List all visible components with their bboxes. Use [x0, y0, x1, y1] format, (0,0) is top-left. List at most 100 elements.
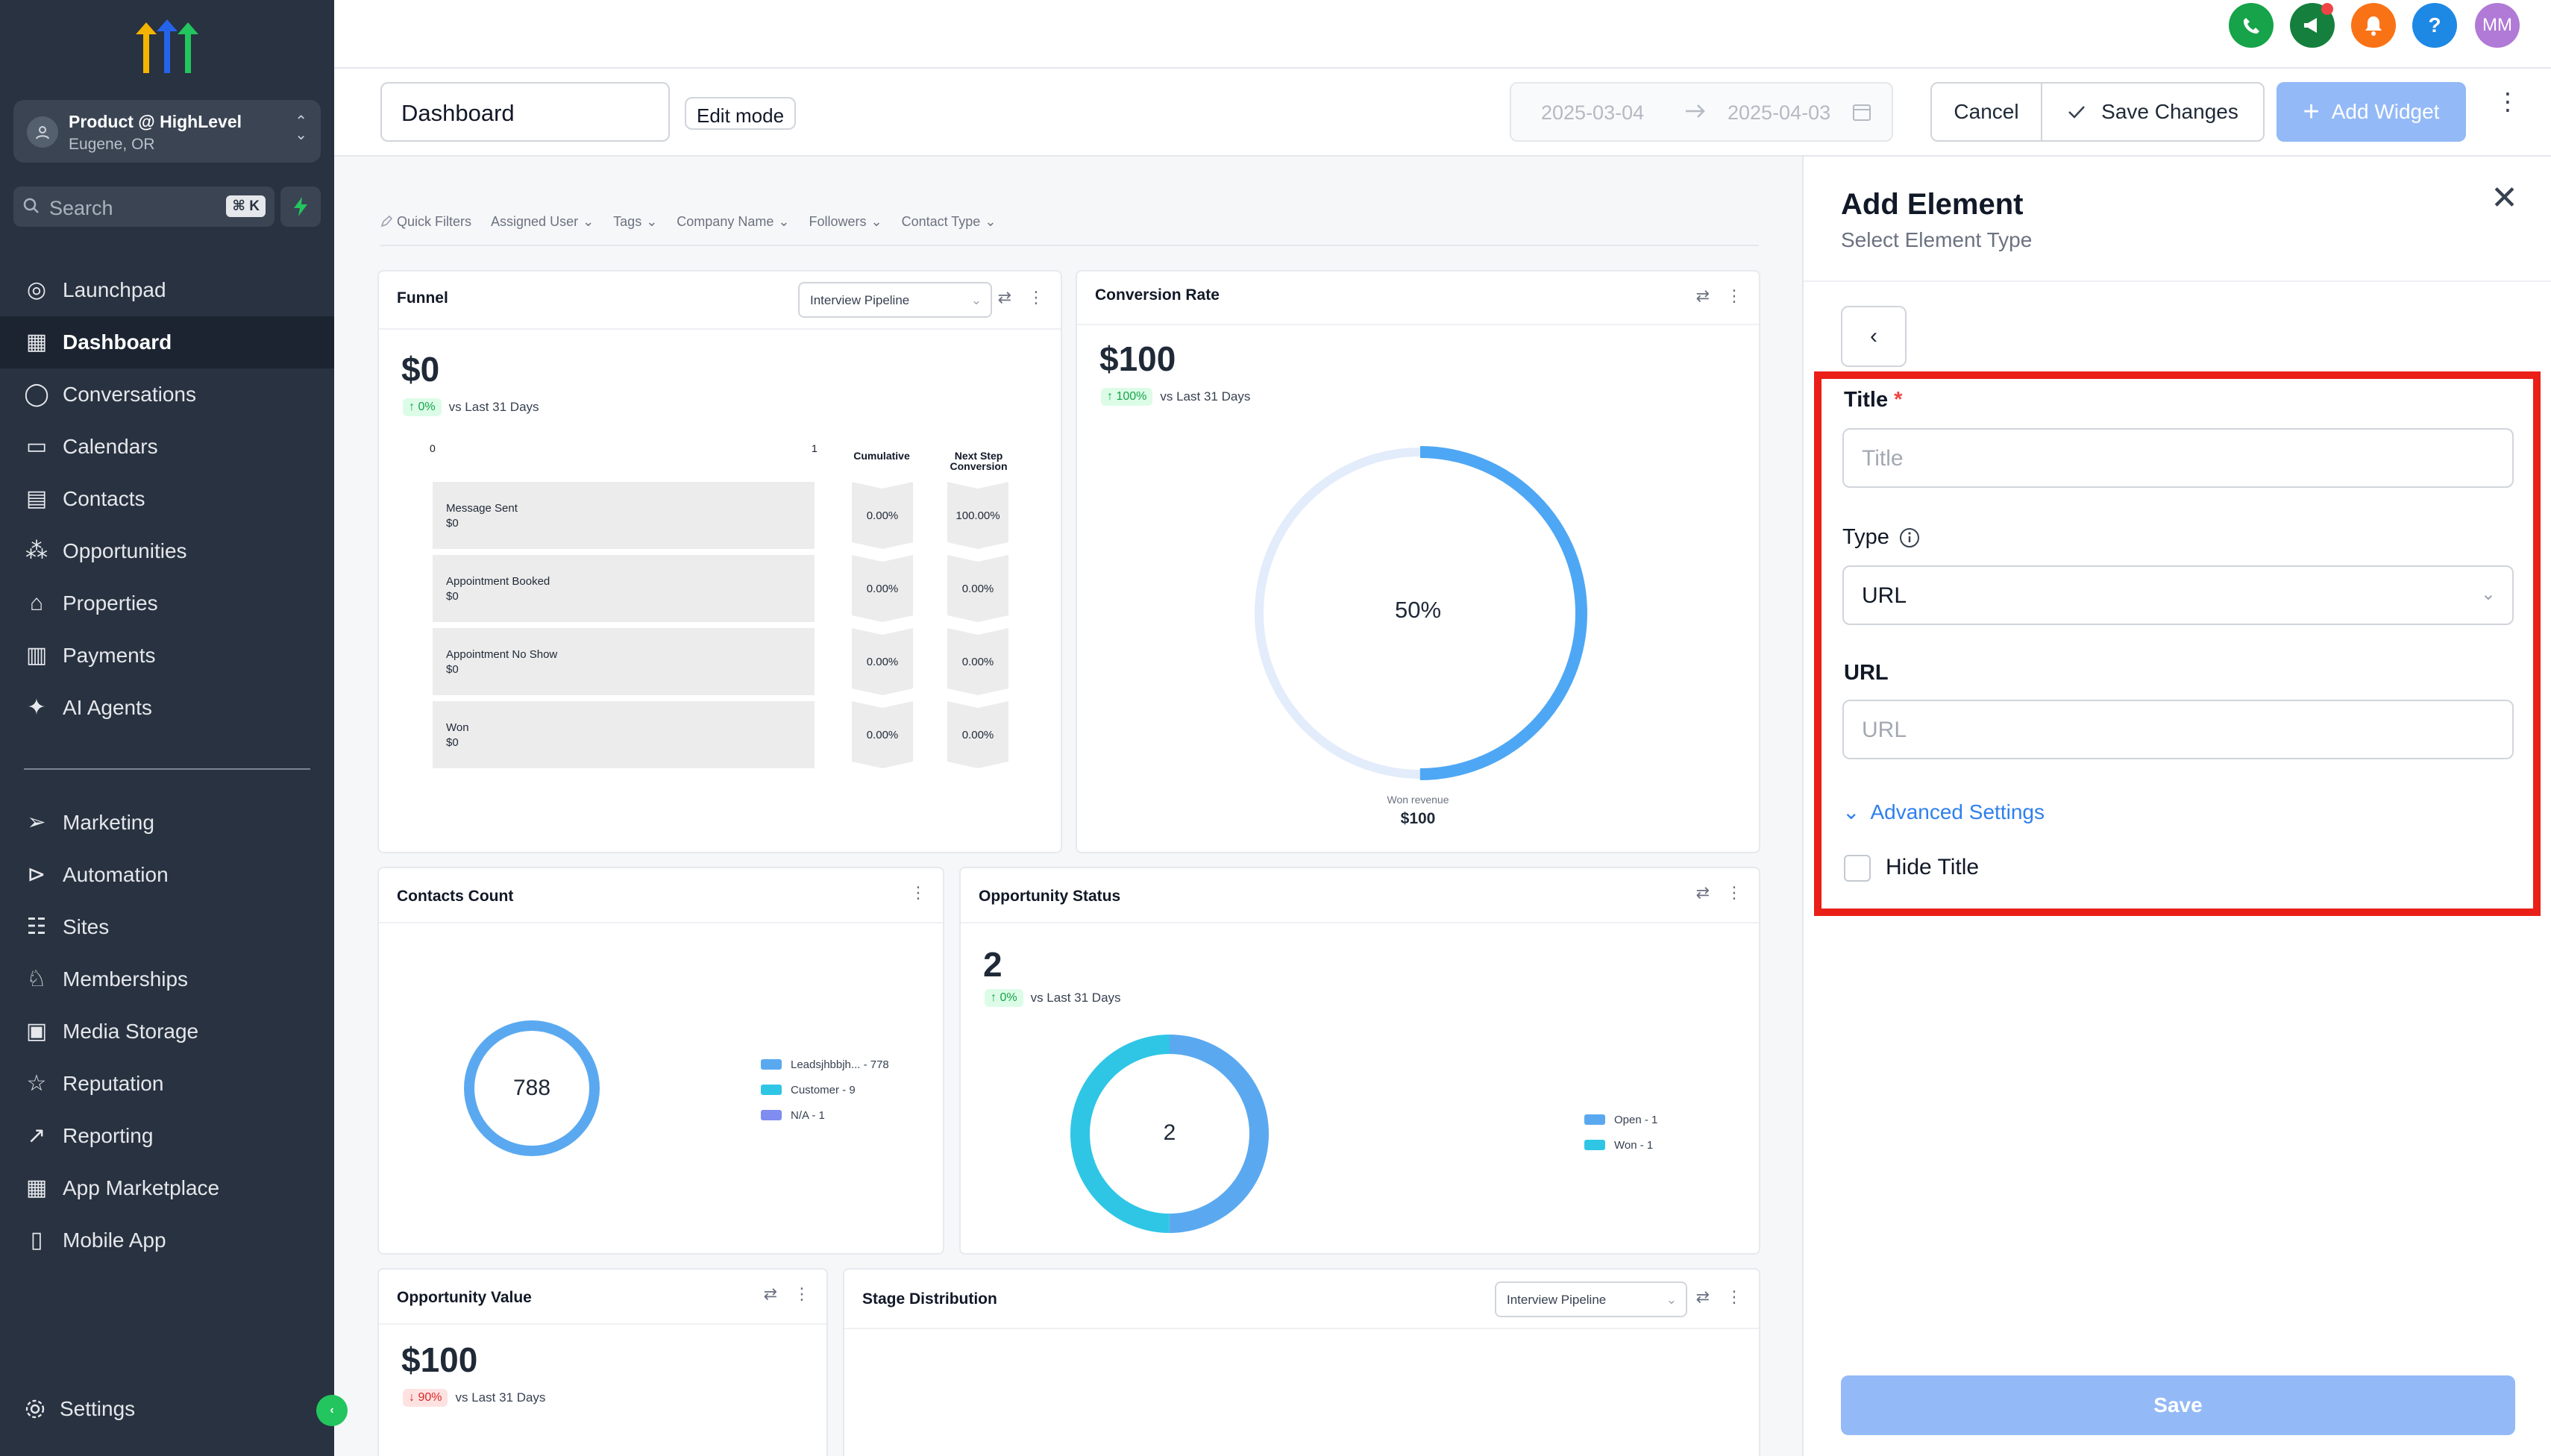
- chevron-down-icon: ⌄: [985, 214, 996, 230]
- panel-title: Add Element: [1841, 188, 2023, 222]
- search-placeholder: Search: [49, 197, 113, 220]
- sidebar-item-label: Conversations: [63, 383, 196, 407]
- stage-cumulative: 0.00%: [852, 482, 913, 549]
- kebab-icon[interactable]: ⋮: [1726, 883, 1742, 903]
- sidebar-item-reporting[interactable]: ↗ Reporting: [0, 1110, 334, 1162]
- dashboard-name-input[interactable]: Dashboard: [380, 82, 670, 142]
- filter-contact-type[interactable]: Contact Type ⌄: [902, 210, 997, 233]
- kebab-icon[interactable]: ⋮: [1028, 288, 1044, 307]
- hide-title-label: Hide Title: [1886, 855, 1979, 880]
- sidebar-item-reputation[interactable]: ☆ Reputation: [0, 1058, 334, 1110]
- filter-company-name[interactable]: Company Name ⌄: [677, 210, 789, 233]
- opportunity-status-widget[interactable]: Opportunity Status ⇄ ⋮ 2 ↑ 0% vs Last 31…: [959, 867, 1760, 1255]
- help-icon[interactable]: ?: [2412, 3, 2457, 48]
- date-range-picker[interactable]: 2025-03-04 2025-04-03: [1510, 82, 1893, 142]
- hide-title-checkbox[interactable]: [1844, 855, 1871, 882]
- stage-distribution-widget[interactable]: Stage Distribution Interview Pipeline ⌄ …: [843, 1268, 1760, 1456]
- bolt-icon: [292, 197, 309, 216]
- sidebar-item-ai-agents[interactable]: ✦ AI Agents: [0, 682, 334, 734]
- filter-settings-icon[interactable]: ⇄: [1696, 1287, 1710, 1307]
- legend-item: Open - 1: [1584, 1107, 1657, 1132]
- status-center: 2: [1067, 1120, 1273, 1146]
- trend-icon: ↗: [24, 1125, 49, 1147]
- widget-title: Stage Distribution: [862, 1290, 997, 1308]
- contacts-count-widget[interactable]: Contacts Count ⋮ 788 Leadsjhbbjh... - 77…: [377, 867, 944, 1255]
- stage-value: $0: [446, 736, 459, 749]
- search-icon: [22, 197, 40, 215]
- sidebar-item-mobile-app[interactable]: ▯ Mobile App: [0, 1214, 334, 1267]
- legend-item: Customer - 9: [761, 1077, 889, 1102]
- save-button[interactable]: Save: [1841, 1375, 2515, 1435]
- sidebar-item-media-storage[interactable]: ▣ Media Storage: [0, 1005, 334, 1058]
- collapse-sidebar-button[interactable]: ‹: [316, 1395, 348, 1426]
- widget-title: Contacts Count: [397, 888, 513, 906]
- sidebar-item-calendars[interactable]: ▭ Calendars: [0, 421, 334, 473]
- stage-value: $0: [446, 590, 459, 603]
- sidebar-item-sites[interactable]: ☷ Sites: [0, 901, 334, 953]
- sidebar-item-launchpad[interactable]: ◎ Launchpad: [0, 264, 334, 316]
- delta-pill: ↑ 0%: [403, 398, 442, 416]
- quick-action-button[interactable]: [280, 186, 321, 227]
- filter-settings-icon[interactable]: ⇄: [1696, 883, 1710, 903]
- user-avatar[interactable]: MM: [2475, 3, 2520, 48]
- filter-label: Tags: [613, 214, 641, 230]
- pipeline-select[interactable]: Interview Pipeline ⌄: [1495, 1281, 1687, 1317]
- chevron-updown-icon: ⌃ ⌄: [295, 115, 307, 142]
- filter-tags[interactable]: Tags ⌄: [613, 210, 657, 233]
- kebab-icon[interactable]: ⋮: [1726, 1287, 1742, 1307]
- sidebar-item-opportunities[interactable]: ⁂ Opportunities: [0, 525, 334, 577]
- status-legend: Open - 1 Won - 1: [1584, 1107, 1657, 1158]
- sidebar-item-automation[interactable]: ⊳ Automation: [0, 849, 334, 901]
- sidebar-item-payments[interactable]: ▥ Payments: [0, 630, 334, 682]
- filter-assigned-user[interactable]: Assigned User ⌄: [491, 210, 594, 233]
- sidebar-item-label: AI Agents: [63, 696, 152, 720]
- bell-icon[interactable]: [2351, 3, 2396, 48]
- close-icon[interactable]: ✕: [2491, 179, 2518, 217]
- sidebar-item-conversations[interactable]: ◯ Conversations: [0, 368, 334, 421]
- filter-label: Contact Type: [902, 214, 981, 230]
- conversion-rate-widget[interactable]: Conversion Rate ⇄ ⋮ $100 ↑ 100% vs Last …: [1076, 270, 1760, 853]
- funnel-col-cumulative: Cumulative: [844, 451, 919, 461]
- kebab-icon[interactable]: ⋮: [794, 1284, 810, 1304]
- announcement-icon[interactable]: [2290, 3, 2335, 48]
- sidebar-item-contacts[interactable]: ▤ Contacts: [0, 473, 334, 525]
- more-options-icon[interactable]: ⋮: [2496, 97, 2520, 106]
- contacts-icon: ▤: [24, 488, 49, 510]
- advanced-settings-label: Advanced Settings: [1870, 800, 2045, 824]
- type-select[interactable]: URL ⌄: [1842, 565, 2514, 625]
- filter-settings-icon[interactable]: ⇄: [764, 1284, 777, 1304]
- url-input[interactable]: URL: [1842, 700, 2514, 759]
- title-label-text: Title: [1844, 388, 1888, 412]
- kebab-icon[interactable]: ⋮: [910, 883, 926, 903]
- date-start: 2025-03-04: [1541, 101, 1644, 125]
- title-input[interactable]: Title: [1842, 428, 2514, 488]
- sidebar-item-dashboard[interactable]: ▦ Dashboard: [0, 316, 334, 368]
- phone-icon[interactable]: [2229, 3, 2274, 48]
- filter-followers[interactable]: Followers ⌄: [809, 210, 882, 233]
- filter-settings-icon[interactable]: ⇄: [1696, 286, 1710, 306]
- search-input[interactable]: Search ⌘ K: [13, 186, 274, 227]
- opp-status-delta: ↑ 0% vs Last 31 Days: [985, 989, 1121, 1007]
- advanced-settings-toggle[interactable]: ⌄ Advanced Settings: [1842, 800, 2045, 824]
- filter-settings-icon[interactable]: ⇄: [998, 288, 1011, 307]
- sidebar-item-label: App Marketplace: [63, 1176, 219, 1200]
- opportunity-value-widget[interactable]: Opportunity Value ⇄ ⋮ $100 ↓ 90% vs Last…: [377, 1268, 828, 1456]
- back-button[interactable]: ‹: [1841, 306, 1907, 367]
- pipeline-select[interactable]: Interview Pipeline ⌄: [798, 282, 992, 318]
- sidebar-item-label: Reporting: [63, 1124, 153, 1148]
- sidebar-item-memberships[interactable]: ♘ Memberships: [0, 953, 334, 1005]
- sidebar-item-settings[interactable]: Settings: [0, 1383, 334, 1435]
- account-switcher[interactable]: Product @ HighLevel Eugene, OR ⌃ ⌄: [13, 100, 321, 163]
- sidebar-item-properties[interactable]: ⌂ Properties: [0, 577, 334, 630]
- cancel-button[interactable]: Cancel: [1932, 84, 2042, 140]
- home-icon: ⌂: [24, 592, 49, 615]
- sidebar-item-marketing[interactable]: ➢ Marketing: [0, 797, 334, 849]
- conversion-delta: ↑ 100% vs Last 31 Days: [1101, 388, 1250, 406]
- quick-filters[interactable]: Quick Filters: [380, 210, 471, 233]
- sidebar-item-label: Payments: [63, 644, 156, 668]
- sidebar-item-app-marketplace[interactable]: ▦ App Marketplace: [0, 1162, 334, 1214]
- kebab-icon[interactable]: ⋮: [1726, 286, 1742, 306]
- add-widget-button[interactable]: + Add Widget: [2277, 82, 2466, 142]
- sidebar-item-label: Dashboard: [63, 330, 172, 354]
- save-changes-button[interactable]: Save Changes: [2042, 84, 2263, 140]
